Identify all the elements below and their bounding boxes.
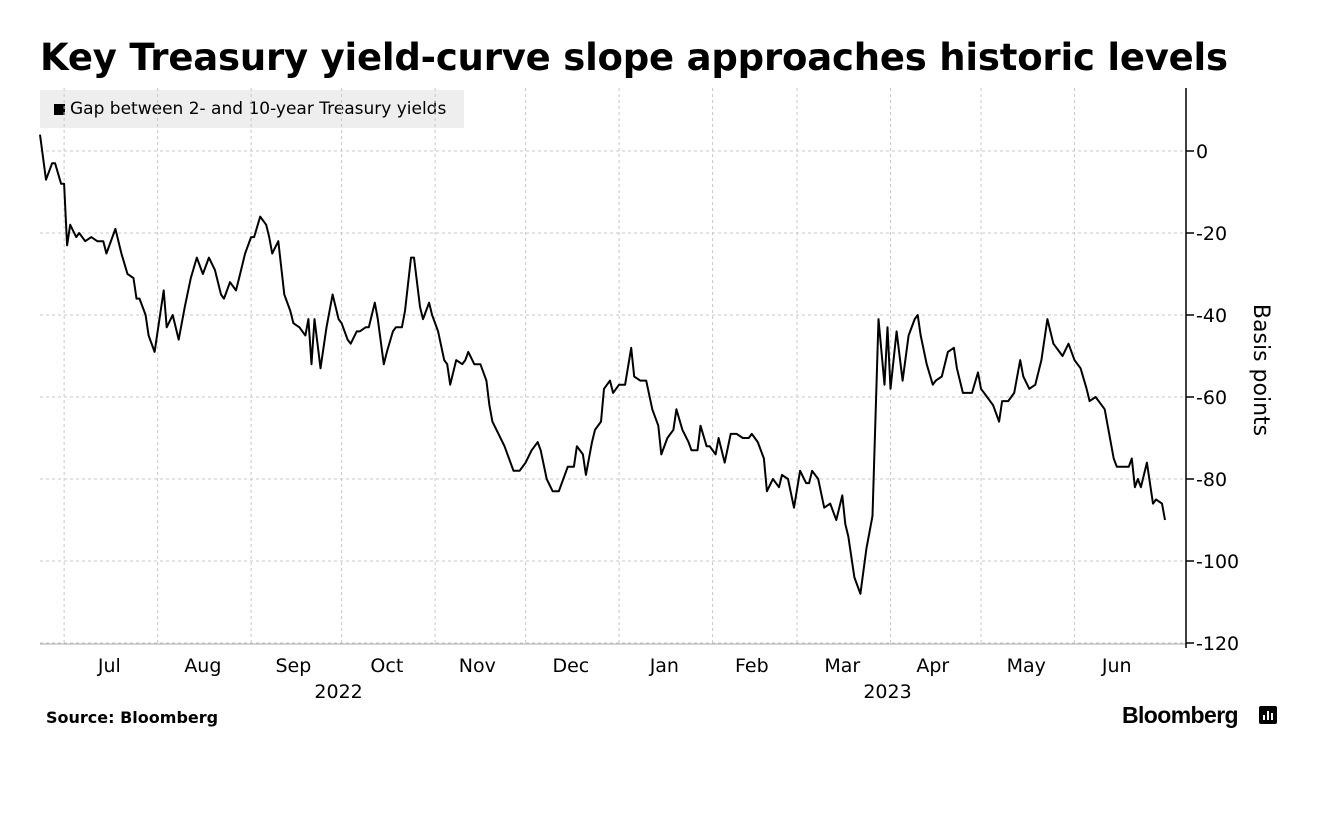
source-note: Source: Bloomberg	[46, 708, 219, 727]
y-tick-label: -120	[1196, 633, 1239, 655]
legend: Gap between 2- and 10-year Treasury yiel…	[40, 90, 464, 128]
x-tick-label: May	[1007, 655, 1046, 677]
y-tick-label: -80	[1196, 469, 1227, 491]
legend-swatch	[54, 103, 65, 115]
x-tick-label: Nov	[459, 655, 496, 677]
x-tick-label: Feb	[735, 655, 769, 677]
y-tick-label: -100	[1196, 551, 1239, 573]
x-year-label: 2023	[863, 681, 911, 703]
x-tick-label: Aug	[184, 655, 221, 677]
series-line	[39, 134, 1166, 595]
chart-title: Key Treasury yield-curve slope approache…	[40, 36, 1228, 79]
y-axis-label: Basis points	[1248, 304, 1273, 436]
series-layer	[39, 134, 1166, 595]
x-tick-label: Dec	[552, 655, 589, 677]
x-tick-label: Jan	[649, 655, 679, 677]
x-axis-labels: Jul Aug Sep Oct Nov Dec Jan Feb Mar Apr May Jun 2022…	[97, 655, 1132, 703]
legend-label: Gap between 2- and 10-year Treasury yiel…	[70, 99, 447, 119]
brand-logo: Bloomberg	[1122, 702, 1239, 728]
x-year-label: 2022	[314, 681, 362, 703]
x-tick-label: Apr	[916, 655, 949, 677]
y-axis: 0 -20 -40 -60 -80 -100 -120	[40, 88, 1239, 655]
bar-chart-icon	[1259, 706, 1277, 724]
x-tick-label: Jun	[1101, 655, 1132, 677]
x-tick-label: Mar	[824, 655, 860, 677]
y-tick-label: -40	[1196, 305, 1227, 327]
x-tick-label: Oct	[370, 655, 403, 677]
y-tick-label: 0	[1196, 141, 1208, 163]
x-tick-label: Jul	[97, 655, 121, 677]
gridlines	[40, 88, 1186, 644]
y-tick-label: -20	[1196, 223, 1227, 245]
x-tick-label: Sep	[275, 655, 311, 677]
y-tick-label: -60	[1196, 387, 1227, 409]
